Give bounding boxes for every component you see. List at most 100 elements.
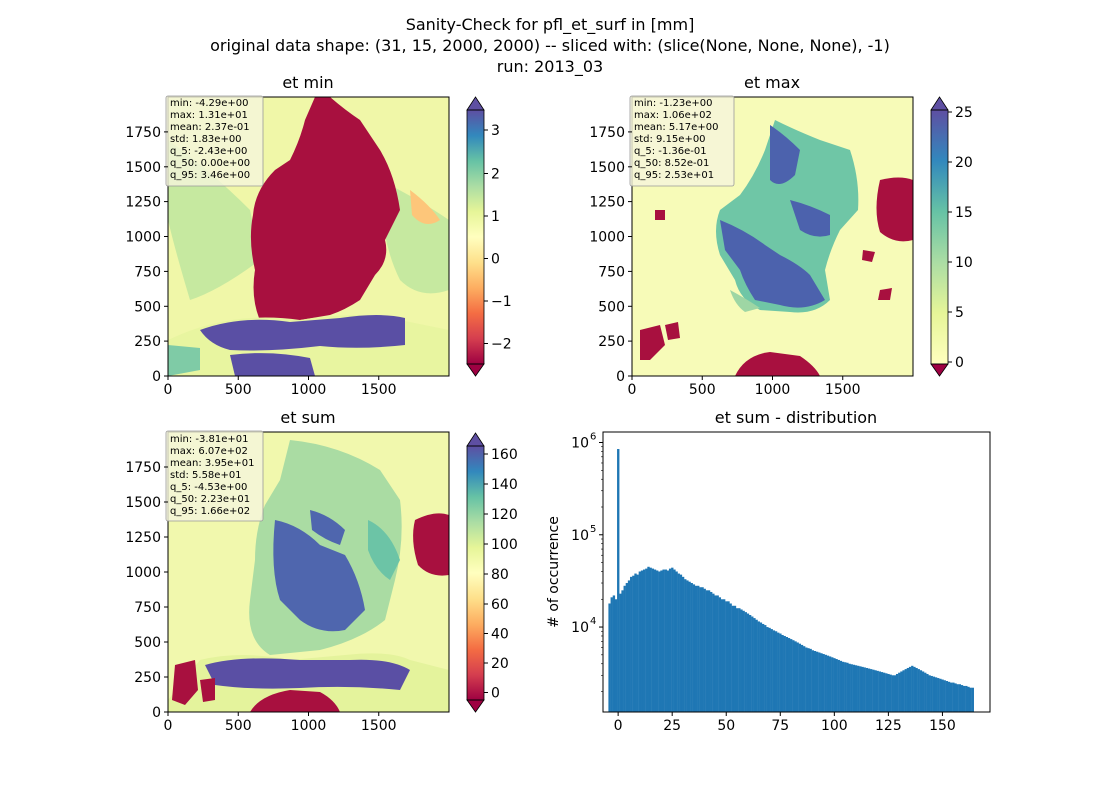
y-tick: 500 <box>598 299 632 315</box>
y-tick-label: 500 <box>598 299 625 315</box>
figure-title: Sanity-Check for pfl_et_surf in [mm] <box>406 15 695 35</box>
histogram-bar <box>753 618 756 712</box>
y-tick-label: 500 <box>134 299 161 315</box>
histogram-bar <box>867 668 871 712</box>
y-tick-label: 0 <box>152 369 161 385</box>
histogram-bar <box>781 634 784 712</box>
x-tick-label: 1000 <box>755 382 791 398</box>
histogram-bar <box>777 632 780 712</box>
histogram-bar <box>906 667 910 712</box>
histogram-bar <box>649 567 652 712</box>
histogram-bar <box>755 619 758 712</box>
histogram-bar <box>857 665 860 712</box>
histogram-bar <box>727 601 730 712</box>
histogram-bar <box>774 631 778 712</box>
colorbar-tick-label: 25 <box>955 105 973 121</box>
y-tick-label: 1500 <box>125 160 161 176</box>
y-tick: 1000 <box>589 230 632 246</box>
histogram-bar <box>785 636 789 712</box>
histogram-bar <box>738 608 741 712</box>
y-tick-label: 0 <box>616 369 625 385</box>
histogram-bar <box>636 574 639 712</box>
colorbar-tick-label: 0 <box>491 252 500 268</box>
histogram-bar <box>608 603 611 712</box>
stat-line: q_5: -2.43e+00 <box>170 146 247 157</box>
histogram-bar <box>640 570 644 712</box>
histogram-bar <box>666 570 670 712</box>
histogram-bar <box>880 672 884 712</box>
histogram-bar <box>941 679 944 712</box>
panel-title: et sum - distribution <box>715 408 877 427</box>
histogram-bar <box>699 587 702 712</box>
stat-line: q_50: 2.23e+01 <box>170 494 250 505</box>
histogram-bar <box>740 609 743 712</box>
x-tick-label: 1500 <box>361 382 397 398</box>
stat-line: min: -1.23e+00 <box>634 98 713 109</box>
histogram-bar <box>911 665 914 712</box>
x-tick-label: 1000 <box>291 718 327 734</box>
y-axis-label: # of occurrence <box>546 516 562 628</box>
histogram-bar <box>632 575 635 712</box>
y-tick: 500 <box>134 635 168 651</box>
y-tick-exponent: 6 <box>590 432 596 443</box>
histogram-bar <box>703 588 706 712</box>
histogram-bar <box>924 672 927 712</box>
colorbar-tick: 20 <box>948 155 973 171</box>
histogram-bar <box>772 630 776 712</box>
x-tick: 1000 <box>755 376 791 398</box>
histogram-bar <box>934 677 938 712</box>
histogram-bar <box>733 605 737 712</box>
y-axis: 0 250 500 750 1000 1250 1500 1750 <box>125 460 168 721</box>
y-tick: 1250 <box>589 195 632 211</box>
histogram-bar <box>878 671 882 712</box>
colorbar-tick-label: 160 <box>491 447 518 463</box>
x-tick: 0 <box>628 376 636 398</box>
histogram-bar <box>759 622 763 712</box>
histogram-bar <box>751 616 754 712</box>
stat-line: q_5: -4.53e+00 <box>170 482 247 493</box>
x-axis: 0 500 1000 1500 <box>164 712 397 734</box>
histogram-bar <box>971 687 974 712</box>
colorbar-tick-label: 15 <box>955 205 973 221</box>
panel-et-max: et max min: -1.23e+00 max: 1.06e+02 mean… <box>589 73 972 398</box>
histogram-bar <box>714 595 717 712</box>
histogram-bar <box>612 595 616 712</box>
colorbar-tick: 0 <box>948 355 964 371</box>
histogram-bar <box>617 449 620 712</box>
histogram-bar <box>824 654 827 712</box>
y-tick-label: 750 <box>598 264 625 280</box>
histogram-bar <box>798 643 802 712</box>
histogram-bar <box>766 627 769 712</box>
histogram-bar <box>945 681 949 712</box>
histogram-bar <box>792 640 795 712</box>
histogram-bar <box>802 646 806 712</box>
colorbar-tick-label: 100 <box>491 537 518 553</box>
y-tick-label: 250 <box>134 670 161 686</box>
panel-title: et sum <box>280 408 335 427</box>
histogram-bar <box>828 656 832 712</box>
histogram-bar <box>926 673 929 712</box>
histogram-bar <box>820 653 823 712</box>
y-tick-label: 10 <box>571 436 589 452</box>
x-tick: 0 <box>164 712 172 734</box>
colorbar-tick: 60 <box>484 597 509 613</box>
y-tick-label: 1250 <box>125 530 161 546</box>
histogram-bar <box>954 683 957 712</box>
y-tick-label: 1000 <box>125 230 161 246</box>
y-tick-exponent: 4 <box>590 616 596 627</box>
histogram-bar <box>919 670 923 712</box>
colorbar-tick-label: 10 <box>955 255 973 271</box>
stats-box: min: -1.23e+00 max: 1.06e+02 mean: 5.17e… <box>629 95 735 187</box>
histogram-bar <box>707 590 711 712</box>
y-tick-label: 10 <box>571 620 589 636</box>
x-tick-label: 500 <box>225 382 252 398</box>
histogram-bar <box>675 571 678 712</box>
histogram-bar <box>614 599 618 712</box>
colorbar-tick: 15 <box>948 205 973 221</box>
histogram-bar <box>895 673 899 712</box>
y-tick: 1500 <box>125 495 168 511</box>
histogram-bar <box>722 599 726 712</box>
y-tick-label: 250 <box>598 334 625 350</box>
histogram-bar <box>647 566 650 712</box>
